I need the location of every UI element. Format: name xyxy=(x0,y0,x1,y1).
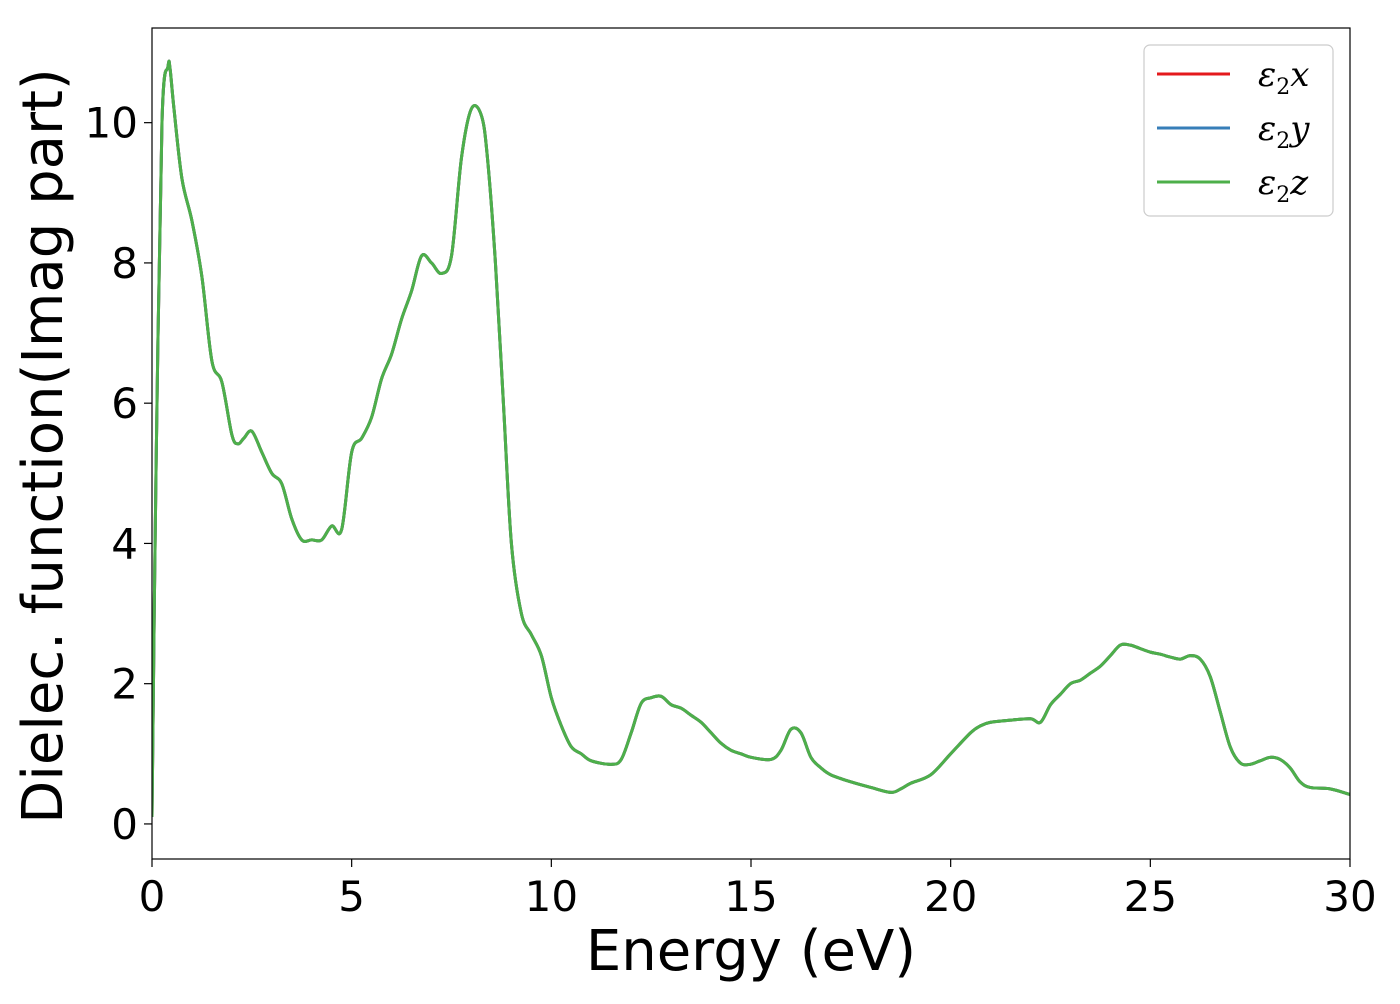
x-tick-label: 20 xyxy=(924,872,977,921)
plot-area xyxy=(152,59,1350,817)
x-axis-title: Energy (eV) xyxy=(586,919,916,984)
x-tick-label: 10 xyxy=(525,872,578,921)
legend-label-3: ε2z xyxy=(1258,163,1309,208)
y-tick-label: 10 xyxy=(85,99,138,148)
legend-label-2: ε2y xyxy=(1258,109,1310,154)
series-line-3 xyxy=(152,59,1350,817)
y-tick-label: 6 xyxy=(111,379,138,428)
legend-box xyxy=(1143,44,1334,217)
x-tick-label: 15 xyxy=(724,872,777,921)
x-axis-ticks: 0 5 10 15 20 25 30 xyxy=(139,859,1377,921)
x-tick-label: 30 xyxy=(1323,872,1376,921)
y-tick-label: 0 xyxy=(111,800,138,849)
axes-frame xyxy=(151,27,1351,860)
legend-label-1: ε2x xyxy=(1258,55,1309,100)
x-tick-label: 5 xyxy=(338,872,365,921)
x-tick-label: 25 xyxy=(1124,872,1177,921)
y-tick-label: 8 xyxy=(111,239,138,288)
legend: ε2x ε2y ε2z xyxy=(1143,44,1334,217)
x-tick-label: 0 xyxy=(139,872,166,921)
y-axis-ticks: 0 2 4 6 8 10 xyxy=(85,99,152,849)
y-tick-label: 4 xyxy=(111,519,138,568)
y-axis-title: Dielec. function(Imag part) xyxy=(11,68,76,824)
y-tick-label: 2 xyxy=(111,660,138,709)
